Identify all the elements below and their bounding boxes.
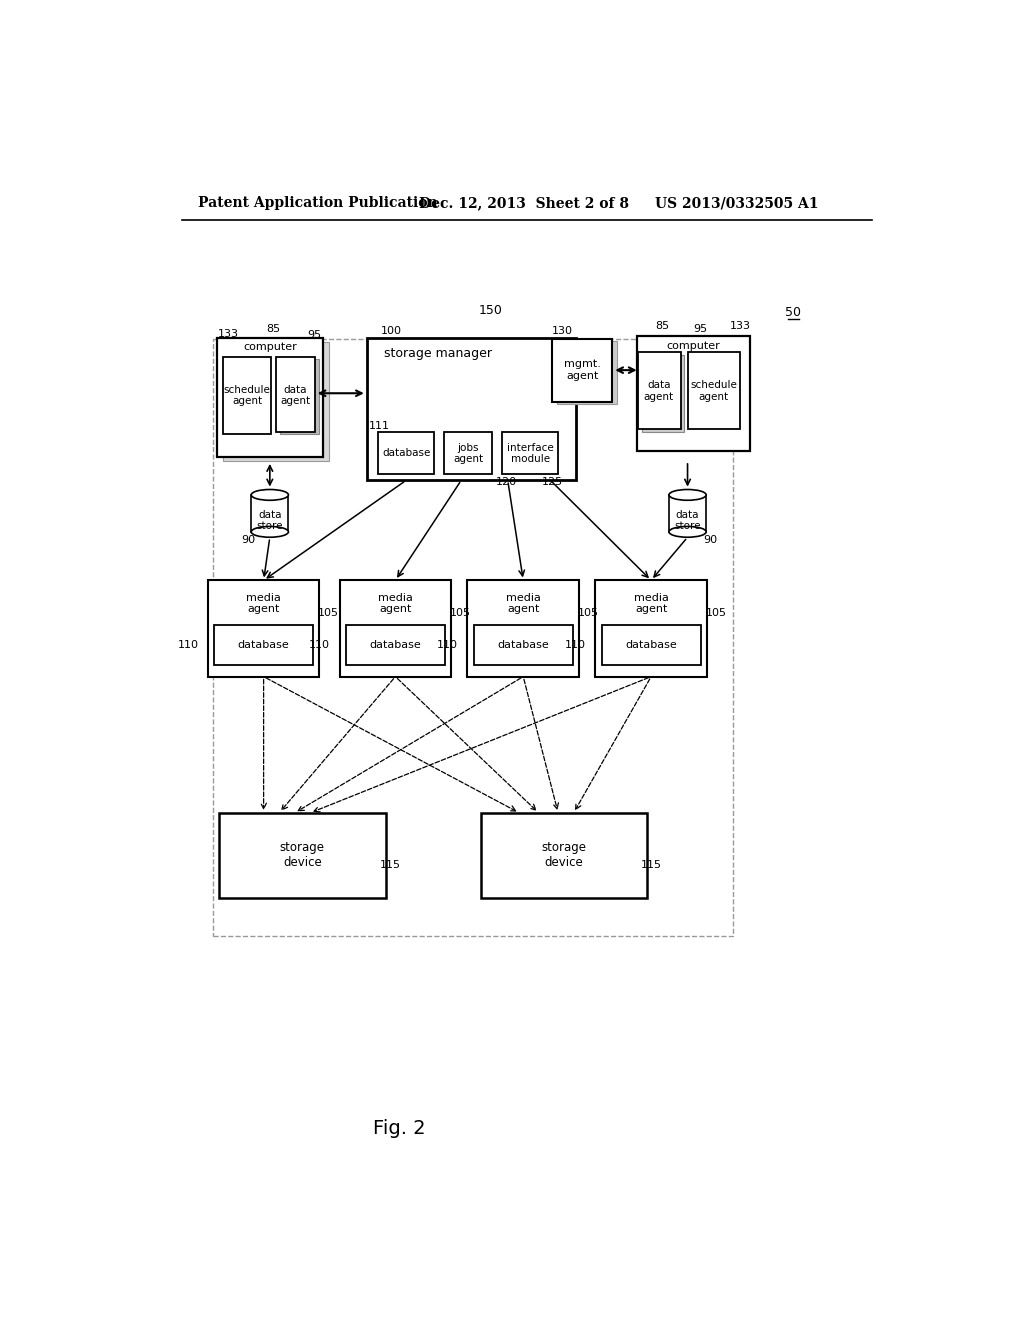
Bar xyxy=(378,432,434,474)
Text: Patent Application Publication: Patent Application Publication xyxy=(198,197,437,210)
Text: computer: computer xyxy=(244,342,298,352)
Text: 133: 133 xyxy=(730,321,751,331)
Bar xyxy=(601,626,700,665)
Bar xyxy=(557,341,617,404)
Text: 133: 133 xyxy=(218,329,240,339)
Text: 110: 110 xyxy=(565,640,586,649)
Text: 90: 90 xyxy=(703,535,718,545)
Text: 95: 95 xyxy=(307,330,322,341)
Text: 95: 95 xyxy=(693,325,707,334)
Text: 110: 110 xyxy=(437,640,458,649)
Bar xyxy=(503,432,558,474)
Bar xyxy=(669,495,707,532)
Text: interface
module: interface module xyxy=(507,442,554,465)
Bar xyxy=(213,339,732,936)
Text: mgmt.
agent: mgmt. agent xyxy=(564,359,601,381)
Ellipse shape xyxy=(251,490,289,500)
Bar xyxy=(219,813,386,898)
Bar xyxy=(251,495,289,532)
Text: data
store: data store xyxy=(674,510,700,531)
Text: 105: 105 xyxy=(450,607,471,618)
Text: 85: 85 xyxy=(266,325,281,334)
Text: data
agent: data agent xyxy=(281,384,310,407)
Text: media
agent: media agent xyxy=(246,593,281,614)
Bar xyxy=(595,581,707,677)
Bar xyxy=(552,339,612,401)
Text: computer: computer xyxy=(666,341,720,351)
Text: database: database xyxy=(626,640,677,649)
Ellipse shape xyxy=(669,490,707,500)
Text: database: database xyxy=(498,640,549,649)
Text: storage
device: storage device xyxy=(541,841,586,870)
Text: 130: 130 xyxy=(552,326,572,335)
Text: 105: 105 xyxy=(578,607,599,618)
Text: 111: 111 xyxy=(369,421,390,432)
Text: Dec. 12, 2013  Sheet 2 of 8: Dec. 12, 2013 Sheet 2 of 8 xyxy=(419,197,629,210)
Bar xyxy=(280,359,318,434)
Text: 100: 100 xyxy=(381,326,402,335)
Text: Fig. 2: Fig. 2 xyxy=(373,1119,426,1138)
Ellipse shape xyxy=(669,527,707,537)
Text: media
agent: media agent xyxy=(506,593,541,614)
Text: data
agent: data agent xyxy=(644,380,674,401)
Bar xyxy=(346,626,445,665)
Bar xyxy=(208,581,319,677)
Bar xyxy=(276,356,314,432)
Text: 115: 115 xyxy=(380,861,401,870)
Text: storage manager: storage manager xyxy=(384,347,492,360)
Text: 120: 120 xyxy=(496,477,517,487)
Text: schedule
agent: schedule agent xyxy=(690,380,737,401)
Text: 50: 50 xyxy=(785,306,801,319)
Bar xyxy=(223,358,271,434)
Bar xyxy=(467,581,579,677)
Text: 90: 90 xyxy=(241,535,255,545)
Bar xyxy=(638,352,681,429)
Text: 150: 150 xyxy=(479,304,503,317)
Bar xyxy=(367,338,575,480)
Bar xyxy=(474,626,572,665)
Text: 105: 105 xyxy=(706,607,727,618)
Bar xyxy=(214,626,313,665)
Bar xyxy=(642,355,684,432)
Text: database: database xyxy=(382,449,430,458)
Bar xyxy=(637,335,750,451)
Text: US 2013/0332505 A1: US 2013/0332505 A1 xyxy=(655,197,818,210)
Text: database: database xyxy=(370,640,421,649)
Text: 115: 115 xyxy=(641,861,662,870)
Text: data
store: data store xyxy=(257,510,283,531)
Text: 125: 125 xyxy=(542,477,563,487)
Ellipse shape xyxy=(251,527,289,537)
Text: 105: 105 xyxy=(318,607,339,618)
Bar xyxy=(217,338,324,457)
Bar xyxy=(444,432,493,474)
Text: 110: 110 xyxy=(177,640,199,649)
Text: media
agent: media agent xyxy=(634,593,669,614)
Text: storage
device: storage device xyxy=(280,841,325,870)
Text: jobs
agent: jobs agent xyxy=(454,442,483,465)
Text: media
agent: media agent xyxy=(378,593,413,614)
Bar xyxy=(340,581,452,677)
Bar xyxy=(480,813,647,898)
Text: database: database xyxy=(238,640,290,649)
Text: 110: 110 xyxy=(309,640,331,649)
Text: 85: 85 xyxy=(655,321,670,331)
Text: schedule
agent: schedule agent xyxy=(224,384,270,407)
Bar xyxy=(222,342,329,461)
Bar xyxy=(687,352,740,429)
